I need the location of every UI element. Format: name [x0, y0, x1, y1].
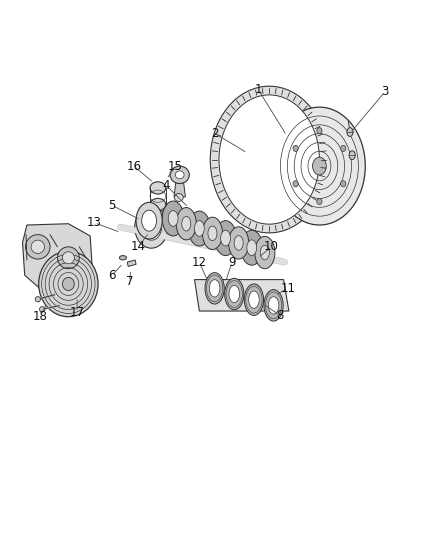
Ellipse shape	[349, 151, 355, 159]
Polygon shape	[127, 260, 136, 266]
Ellipse shape	[141, 214, 162, 240]
Polygon shape	[174, 183, 185, 199]
Ellipse shape	[293, 181, 298, 187]
Text: 10: 10	[264, 240, 279, 253]
Ellipse shape	[57, 247, 79, 269]
Ellipse shape	[162, 201, 184, 236]
Ellipse shape	[244, 284, 264, 316]
Ellipse shape	[168, 211, 178, 227]
Text: 4: 4	[163, 179, 170, 192]
Text: 9: 9	[228, 256, 236, 269]
Text: 5: 5	[108, 199, 116, 212]
Ellipse shape	[39, 251, 98, 317]
Ellipse shape	[194, 221, 204, 236]
Ellipse shape	[229, 285, 240, 303]
Ellipse shape	[241, 230, 263, 265]
Ellipse shape	[341, 146, 346, 151]
Ellipse shape	[170, 166, 189, 183]
Ellipse shape	[317, 198, 322, 205]
Ellipse shape	[249, 291, 259, 308]
Ellipse shape	[317, 128, 322, 134]
Ellipse shape	[229, 227, 249, 259]
Ellipse shape	[135, 206, 168, 248]
Text: 6: 6	[108, 269, 116, 282]
Text: 17: 17	[70, 306, 85, 319]
Text: 14: 14	[131, 240, 146, 253]
Ellipse shape	[341, 181, 346, 187]
Ellipse shape	[39, 306, 45, 312]
Text: 3: 3	[381, 85, 389, 99]
Text: 11: 11	[280, 282, 296, 295]
Ellipse shape	[225, 278, 244, 310]
Ellipse shape	[63, 277, 74, 290]
Ellipse shape	[25, 235, 50, 259]
Ellipse shape	[150, 198, 166, 211]
Text: 13: 13	[87, 216, 102, 229]
Ellipse shape	[347, 128, 353, 136]
Ellipse shape	[136, 203, 162, 239]
Ellipse shape	[264, 289, 283, 321]
Ellipse shape	[234, 236, 243, 250]
Ellipse shape	[175, 171, 184, 179]
Ellipse shape	[219, 95, 319, 224]
Ellipse shape	[176, 207, 196, 240]
Ellipse shape	[255, 236, 275, 269]
Ellipse shape	[35, 297, 40, 302]
Ellipse shape	[215, 221, 237, 256]
Text: 2: 2	[211, 127, 219, 140]
Ellipse shape	[293, 146, 298, 151]
Text: 15: 15	[168, 159, 183, 173]
Text: 7: 7	[126, 275, 133, 288]
Polygon shape	[22, 224, 92, 290]
Ellipse shape	[202, 217, 223, 249]
Ellipse shape	[221, 230, 230, 246]
Text: 18: 18	[32, 310, 47, 323]
Ellipse shape	[274, 107, 365, 225]
Ellipse shape	[205, 272, 224, 304]
Ellipse shape	[174, 193, 183, 201]
Ellipse shape	[260, 245, 269, 260]
Ellipse shape	[313, 157, 326, 175]
Text: 16: 16	[126, 159, 141, 173]
Ellipse shape	[209, 280, 220, 297]
Ellipse shape	[247, 240, 257, 256]
Ellipse shape	[208, 226, 217, 240]
Ellipse shape	[182, 216, 191, 231]
Ellipse shape	[210, 86, 328, 233]
Polygon shape	[194, 280, 289, 311]
Ellipse shape	[150, 182, 166, 194]
Text: 1: 1	[254, 83, 262, 96]
Ellipse shape	[188, 211, 210, 246]
Text: 12: 12	[192, 256, 207, 269]
Text: 8: 8	[276, 309, 284, 322]
Ellipse shape	[268, 297, 279, 314]
Ellipse shape	[62, 252, 74, 264]
Ellipse shape	[120, 256, 127, 260]
Ellipse shape	[142, 210, 156, 231]
Ellipse shape	[31, 240, 45, 254]
